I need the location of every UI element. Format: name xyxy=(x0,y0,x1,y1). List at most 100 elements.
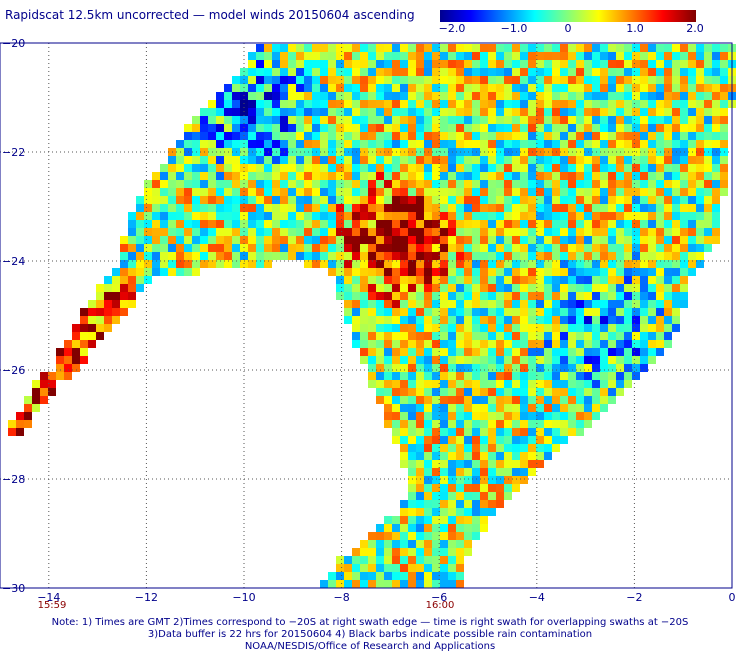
heatmap-cell xyxy=(504,132,512,140)
heatmap-cell xyxy=(640,124,648,132)
heatmap-cell xyxy=(480,188,488,196)
heatmap-cell xyxy=(424,188,432,196)
heatmap-cell xyxy=(696,244,704,252)
heatmap-cell xyxy=(472,68,480,76)
heatmap-cell xyxy=(456,308,464,316)
heatmap-cell xyxy=(704,204,712,212)
heatmap-cell xyxy=(616,116,624,124)
heatmap-cell xyxy=(168,196,176,204)
heatmap-cell xyxy=(472,284,480,292)
heatmap-cell xyxy=(552,108,560,116)
heatmap-cell xyxy=(632,332,640,340)
heatmap-cell xyxy=(560,140,568,148)
heatmap-cell xyxy=(344,204,352,212)
heatmap-cell xyxy=(480,164,488,172)
heatmap-cell xyxy=(432,260,440,268)
heatmap-cell xyxy=(608,124,616,132)
heatmap-cell xyxy=(368,84,376,92)
heatmap-cell xyxy=(584,412,592,420)
heatmap-cell xyxy=(472,236,480,244)
heatmap-cell xyxy=(344,244,352,252)
heatmap-cell xyxy=(624,292,632,300)
heatmap-cell xyxy=(128,268,136,276)
heatmap-cell xyxy=(456,52,464,60)
heatmap-cell xyxy=(536,428,544,436)
heatmap-cell xyxy=(520,236,528,244)
heatmap-cell xyxy=(320,52,328,60)
heatmap-cell xyxy=(696,76,704,84)
heatmap-cell xyxy=(408,452,416,460)
heatmap-cell xyxy=(280,172,288,180)
heatmap-cell xyxy=(448,300,456,308)
heatmap-cell xyxy=(480,324,488,332)
heatmap-cell xyxy=(656,156,664,164)
heatmap-cell xyxy=(456,580,464,588)
heatmap-cell xyxy=(576,348,584,356)
heatmap-cell xyxy=(504,332,512,340)
heatmap-cell xyxy=(488,452,496,460)
heatmap-cell xyxy=(456,244,464,252)
heatmap-cell xyxy=(392,44,400,52)
heatmap-cell xyxy=(360,316,368,324)
heatmap-cell xyxy=(408,356,416,364)
heatmap-cell xyxy=(288,116,296,124)
heatmap-cell xyxy=(264,156,272,164)
heatmap-cell xyxy=(552,388,560,396)
heatmap-cell xyxy=(352,284,360,292)
heatmap-cell xyxy=(704,220,712,228)
heatmap-cell xyxy=(224,156,232,164)
heatmap-cell xyxy=(544,420,552,428)
heatmap-cell xyxy=(480,356,488,364)
heatmap-cell xyxy=(688,76,696,84)
heatmap-cell xyxy=(336,244,344,252)
heatmap-cell xyxy=(200,220,208,228)
heatmap-cell xyxy=(608,172,616,180)
heatmap-cell xyxy=(416,316,424,324)
heatmap-cell xyxy=(144,228,152,236)
heatmap-cell xyxy=(568,244,576,252)
heatmap-cell xyxy=(120,300,128,308)
heatmap-cell xyxy=(488,372,496,380)
heatmap-cell xyxy=(392,412,400,420)
heatmap-cell xyxy=(160,236,168,244)
heatmap-cell xyxy=(480,316,488,324)
heatmap-cell xyxy=(536,92,544,100)
heatmap-cell xyxy=(376,580,384,588)
heatmap-cell xyxy=(512,156,520,164)
heatmap-cell xyxy=(496,300,504,308)
heatmap-cell xyxy=(720,60,728,68)
heatmap-cell xyxy=(536,364,544,372)
heatmap-cell xyxy=(624,268,632,276)
heatmap-cell xyxy=(552,52,560,60)
heatmap-cell xyxy=(656,196,664,204)
heatmap-cell xyxy=(400,540,408,548)
heatmap-cell xyxy=(584,324,592,332)
heatmap-cell xyxy=(656,84,664,92)
heatmap-cell xyxy=(584,164,592,172)
heatmap-cell xyxy=(536,84,544,92)
heatmap-cell xyxy=(432,572,440,580)
heatmap-cell xyxy=(512,372,520,380)
heatmap-cell xyxy=(664,292,672,300)
heatmap-cell xyxy=(192,124,200,132)
heatmap-cell xyxy=(624,60,632,68)
heatmap-cell xyxy=(376,212,384,220)
heatmap-cell xyxy=(648,124,656,132)
heatmap-cell xyxy=(192,164,200,172)
heatmap-cell xyxy=(672,164,680,172)
heatmap-cell xyxy=(576,220,584,228)
heatmap-cell xyxy=(192,116,200,124)
heatmap-cell xyxy=(440,236,448,244)
heatmap-cell xyxy=(432,52,440,60)
heatmap-cell xyxy=(248,260,256,268)
heatmap-cell xyxy=(464,324,472,332)
heatmap-cell xyxy=(288,252,296,260)
heatmap-cell xyxy=(528,76,536,84)
heatmap-cell xyxy=(376,236,384,244)
heatmap-cell xyxy=(416,276,424,284)
heatmap-cell xyxy=(536,44,544,52)
heatmap-cell xyxy=(536,300,544,308)
heatmap-cell xyxy=(472,372,480,380)
heatmap-cell xyxy=(528,300,536,308)
heatmap-cell xyxy=(576,236,584,244)
